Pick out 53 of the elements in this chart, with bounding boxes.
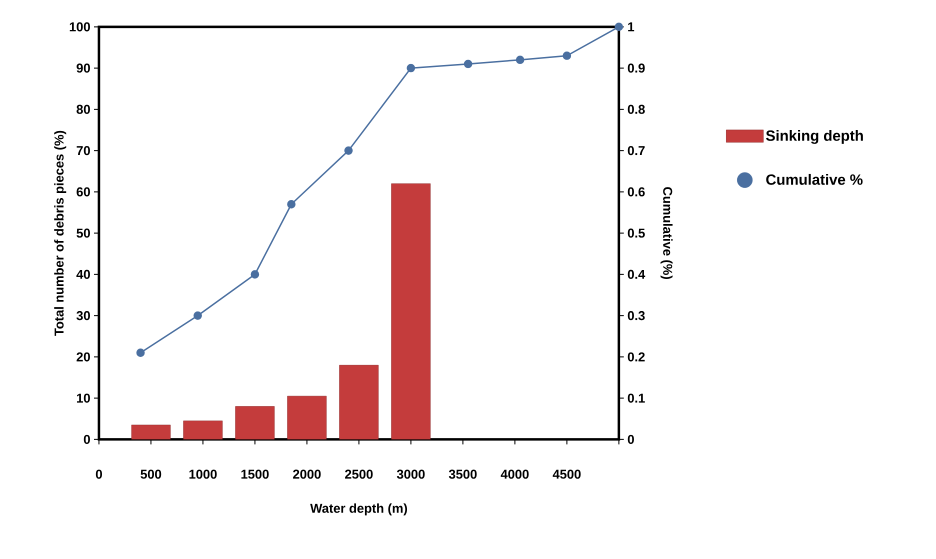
y2-tick-label: 0.6 bbox=[628, 187, 645, 197]
point bbox=[516, 56, 524, 64]
y-tick-label: 60 bbox=[76, 187, 90, 197]
bar bbox=[183, 420, 223, 440]
y2-tick-label: 0.1 bbox=[628, 394, 645, 403]
bar bbox=[287, 396, 327, 440]
point bbox=[194, 312, 202, 320]
x-tick-label: 2500 bbox=[345, 470, 373, 479]
x-axis-title: Water depth (m) bbox=[310, 504, 408, 516]
y-tick-label: 80 bbox=[76, 104, 90, 114]
x-tick-label: 3500 bbox=[448, 470, 477, 479]
x-tick-label: 3000 bbox=[396, 470, 425, 479]
x-tick-label: 0 bbox=[96, 470, 102, 479]
y2-tick-label: 0.2 bbox=[628, 352, 645, 362]
y-tick-label: 0 bbox=[84, 434, 90, 444]
x-tick-label: 500 bbox=[140, 470, 162, 479]
bar bbox=[391, 184, 431, 440]
y-tick-label: 30 bbox=[76, 311, 90, 320]
y-tick-label: 90 bbox=[76, 64, 90, 73]
y-tick-label: 50 bbox=[76, 228, 90, 238]
y-tick-label: 100 bbox=[70, 22, 90, 32]
y-tick-label: 70 bbox=[76, 146, 90, 156]
y2-tick-label: 0.3 bbox=[628, 311, 645, 320]
y2-tick-label: 0.5 bbox=[628, 228, 645, 238]
y2-tick-label: 0.8 bbox=[628, 104, 645, 114]
point bbox=[464, 60, 472, 68]
y2-tick-label: 0.9 bbox=[628, 64, 645, 73]
y-tick-label: 10 bbox=[76, 394, 90, 403]
bar bbox=[131, 424, 171, 440]
y-tick-label: 20 bbox=[76, 352, 90, 362]
point bbox=[614, 22, 624, 32]
bar bbox=[235, 406, 275, 440]
x-tick-label: 1000 bbox=[189, 470, 217, 479]
y-tick-label: 40 bbox=[76, 270, 90, 280]
point bbox=[287, 200, 296, 209]
bar bbox=[339, 365, 379, 440]
x-tick-label: 2000 bbox=[293, 470, 321, 479]
y2-tick-label: 0.4 bbox=[628, 270, 646, 280]
y-axis-title: Total number of debris pieces (%) bbox=[54, 131, 66, 336]
legend-label: Sinking depth bbox=[766, 130, 863, 144]
point bbox=[406, 64, 416, 72]
point bbox=[344, 146, 353, 155]
point bbox=[136, 348, 145, 358]
x-tick-label: 4000 bbox=[500, 470, 529, 479]
y2-tick-label: 0.7 bbox=[628, 146, 645, 156]
x-tick-label: 4500 bbox=[552, 470, 581, 479]
y2-tick-label: 1 bbox=[628, 22, 634, 32]
legend-label: Cumulative % bbox=[766, 174, 863, 186]
y2-axis-title: Cumulative (%) bbox=[660, 187, 673, 280]
point bbox=[562, 52, 572, 60]
x-tick-label: 1500 bbox=[241, 470, 269, 479]
point bbox=[250, 270, 260, 279]
y2-tick-label: 0 bbox=[628, 434, 634, 444]
